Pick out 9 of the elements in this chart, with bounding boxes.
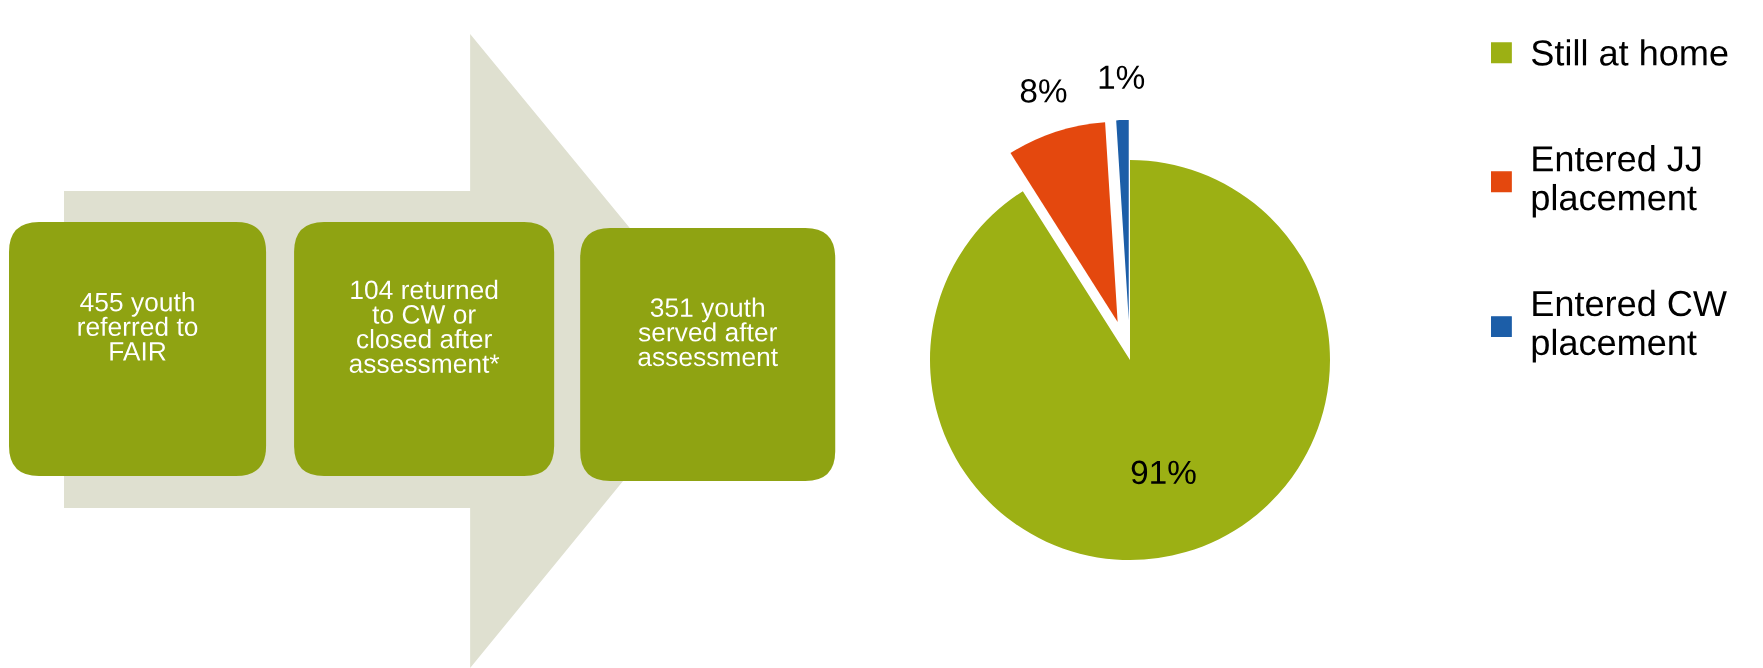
legend-label: Entered JJ placement — [1532, 145, 1701, 218]
text: 455 youth referred to FAIR — [78, 292, 198, 361]
data-label: 8% — [1020, 79, 1067, 103]
text: 351 youth served after assessment — [638, 297, 778, 367]
data-label: 91% — [1131, 460, 1196, 485]
data-label: 1% — [1099, 65, 1145, 89]
text: 104 returned to CW or closed after assessment* — [349, 279, 500, 373]
legend-label: Still at home — [1531, 39, 1728, 66]
legend-label: Entered CW placement — [1532, 289, 1727, 363]
